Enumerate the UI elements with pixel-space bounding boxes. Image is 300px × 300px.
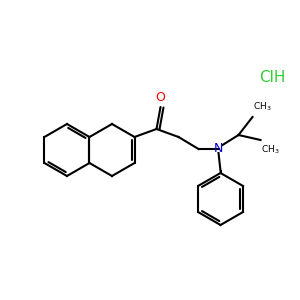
Text: CH$_3$: CH$_3$: [260, 143, 279, 155]
Text: ClH: ClH: [259, 70, 285, 86]
Text: O: O: [156, 91, 166, 104]
Text: N: N: [214, 142, 223, 155]
Text: CH$_3$: CH$_3$: [253, 100, 271, 113]
